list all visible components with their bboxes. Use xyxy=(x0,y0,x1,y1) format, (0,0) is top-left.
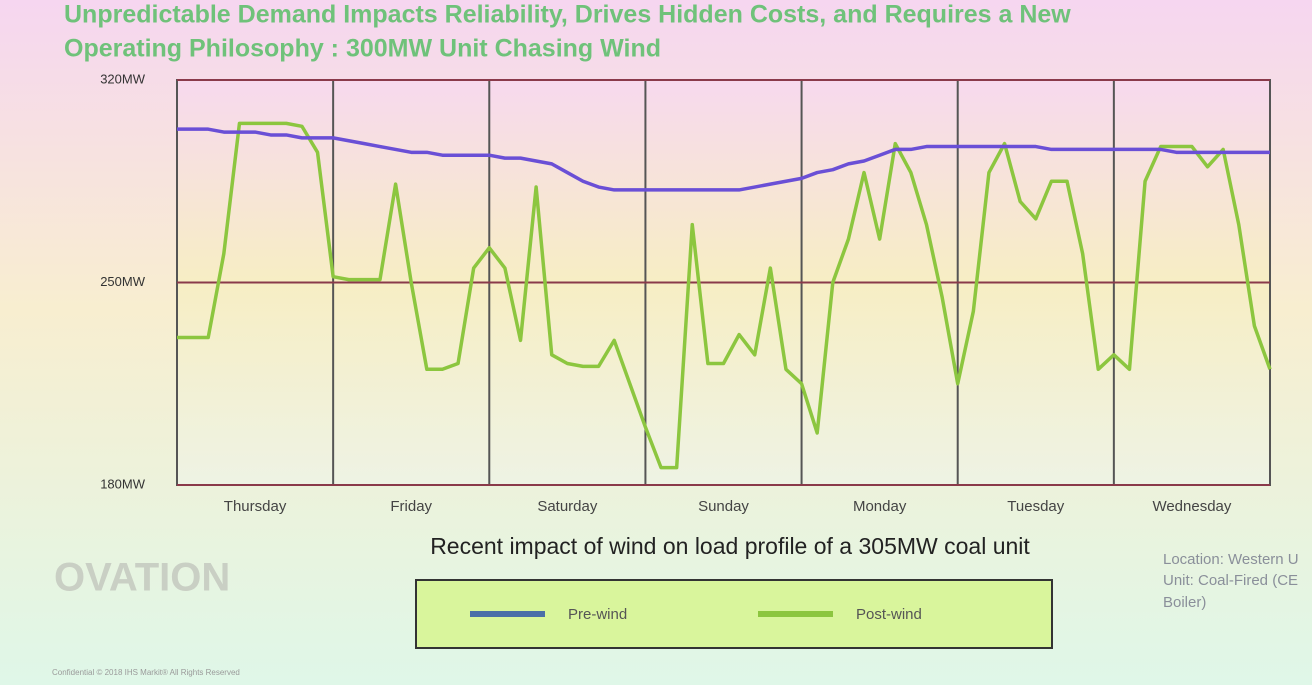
x-tick-label: Saturday xyxy=(537,498,598,515)
footer: Confidential © 2018 IHS Markit® All Righ… xyxy=(52,668,240,677)
legend-label: Pre-wind xyxy=(568,606,627,623)
note: Boiler) xyxy=(1163,594,1206,611)
x-tick-label: Sunday xyxy=(698,498,749,515)
caption: Recent impact of wind on load profile of… xyxy=(430,533,1030,559)
x-tick-label: Thursday xyxy=(224,498,287,515)
y-tick-label: 320MW xyxy=(100,71,146,86)
legend-label: Post-wind xyxy=(856,606,922,623)
x-tick-label: Friday xyxy=(390,498,432,515)
y-tick-label: 250MW xyxy=(100,274,146,289)
x-tick-label: Monday xyxy=(853,498,907,515)
note: Location: Western U xyxy=(1163,551,1299,568)
subtitle: Operating Philosophy : 300MW Unit Chasin… xyxy=(64,35,661,63)
series-line xyxy=(177,127,1270,192)
title: Unpredictable Demand Impacts Reliability… xyxy=(64,1,1071,29)
x-tick-label: Wednesday xyxy=(1152,498,1231,515)
series-line xyxy=(177,121,1272,470)
note: Unit: Coal-Fired (CE xyxy=(1163,572,1298,589)
y-tick-label: 180MW xyxy=(100,476,146,491)
x-tick-label: Tuesday xyxy=(1007,498,1064,515)
logo: OVATION xyxy=(54,556,230,600)
